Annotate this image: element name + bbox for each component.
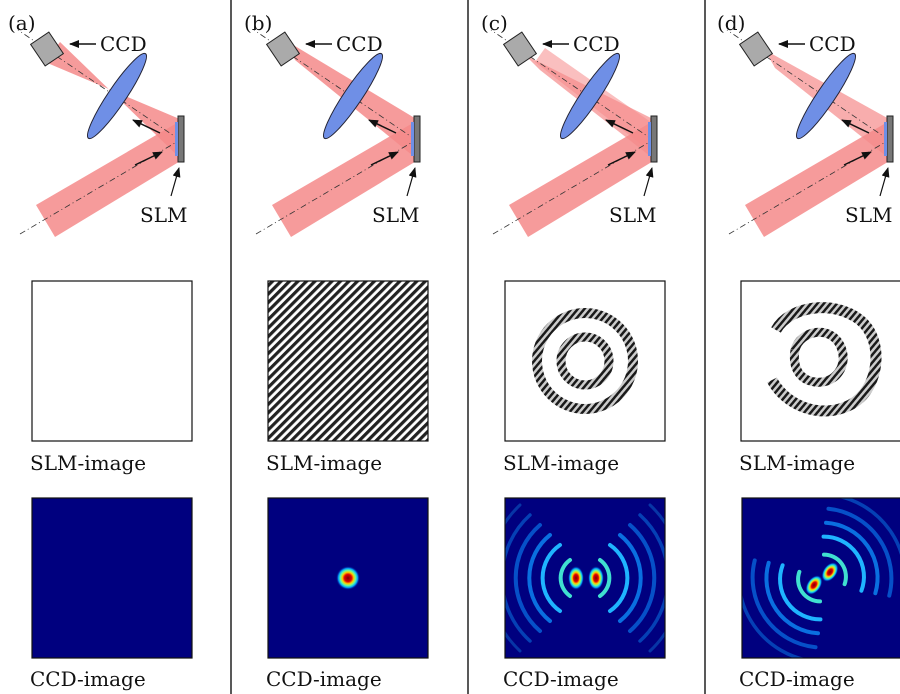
intensity-spot bbox=[588, 566, 604, 590]
slm-label: SLM bbox=[372, 203, 419, 227]
ccd-image bbox=[742, 498, 900, 658]
outer-ring bbox=[532, 308, 638, 414]
beam-arrow bbox=[132, 119, 161, 134]
slm-pointer bbox=[170, 167, 181, 197]
slm-image-caption: SLM-image bbox=[503, 451, 619, 475]
beam-arrow bbox=[605, 119, 634, 134]
beam-arrow bbox=[841, 119, 870, 134]
slm-pointer bbox=[406, 167, 417, 197]
panel-label: (a) bbox=[8, 11, 36, 35]
ccd-image-caption: CCD-image bbox=[266, 667, 382, 691]
ccd-image-caption: CCD-image bbox=[30, 667, 146, 691]
slm-label: SLM bbox=[140, 203, 187, 227]
optical-axis bbox=[492, 139, 654, 235]
setup-diagram: CCD SLM bbox=[253, 29, 421, 237]
beam-arrow bbox=[134, 151, 163, 166]
beam-arrow bbox=[607, 151, 636, 166]
panel-label: (b) bbox=[244, 11, 272, 35]
ccd-label: CCD bbox=[336, 32, 383, 56]
slm-image bbox=[267, 280, 429, 442]
inner-ring bbox=[789, 327, 848, 387]
outer-ring bbox=[767, 302, 882, 417]
slm-image bbox=[31, 280, 193, 442]
ccd-image bbox=[31, 497, 193, 659]
slm-image-caption: SLM-image bbox=[266, 451, 382, 475]
slm-pointer bbox=[643, 167, 654, 197]
panel-c: (c) CCD SLM SLM-image bbox=[481, 11, 666, 691]
incident-beam bbox=[272, 120, 418, 237]
ccd-image-caption: CCD-image bbox=[503, 667, 619, 691]
lens bbox=[87, 52, 147, 140]
panel-d: (d) CCD SLM SLM-image bbox=[717, 11, 900, 691]
lens bbox=[560, 52, 620, 140]
ccd-camera bbox=[738, 31, 774, 67]
ccd-camera bbox=[265, 31, 301, 67]
ccd-image-caption: CCD-image bbox=[739, 667, 855, 691]
setup-diagram: CCD SLM bbox=[726, 29, 894, 237]
slm-device bbox=[413, 115, 421, 163]
optical-axis bbox=[728, 139, 890, 235]
setup-diagram: CCD SLM bbox=[490, 29, 658, 237]
slm-image bbox=[504, 280, 666, 442]
ccd-label: CCD bbox=[573, 32, 620, 56]
inner-ring bbox=[556, 332, 614, 390]
beam-arrow bbox=[368, 119, 397, 134]
slm-label: SLM bbox=[609, 203, 656, 227]
panel-label: (c) bbox=[481, 11, 508, 35]
incident-beam bbox=[509, 120, 655, 237]
lens bbox=[323, 52, 383, 140]
panel-label: (d) bbox=[717, 11, 745, 35]
slm-image-caption: SLM-image bbox=[30, 451, 146, 475]
lens bbox=[796, 52, 856, 140]
panel-a: (a) CCD SLM SLM-image CCD-image bbox=[8, 11, 193, 691]
ccd-camera bbox=[502, 31, 538, 67]
panel-b: (b) CCD SLM SLM-image CCD-image bbox=[244, 11, 429, 691]
intensity-spot bbox=[336, 566, 360, 590]
slm-device bbox=[177, 115, 185, 163]
beam-arrow bbox=[370, 151, 399, 166]
ccd-image bbox=[505, 498, 665, 658]
intensity-spot bbox=[821, 562, 839, 582]
ccd-label: CCD bbox=[809, 32, 856, 56]
incident-beam bbox=[36, 120, 182, 237]
slm-pointer bbox=[879, 167, 890, 197]
incident-beam bbox=[745, 120, 891, 237]
slm-device bbox=[886, 115, 894, 163]
setup-diagram: CCD SLM bbox=[17, 29, 187, 237]
ccd-label: CCD bbox=[100, 32, 147, 56]
slm-device bbox=[650, 115, 658, 163]
intensity-spot bbox=[805, 575, 823, 595]
intensity-spot bbox=[568, 566, 584, 590]
ccd-camera bbox=[29, 31, 65, 67]
beam-arrow bbox=[843, 151, 872, 166]
slm-image-caption: SLM-image bbox=[739, 451, 855, 475]
optical-axis bbox=[19, 139, 181, 235]
slm-label: SLM bbox=[845, 203, 892, 227]
optical-axis bbox=[255, 139, 417, 235]
